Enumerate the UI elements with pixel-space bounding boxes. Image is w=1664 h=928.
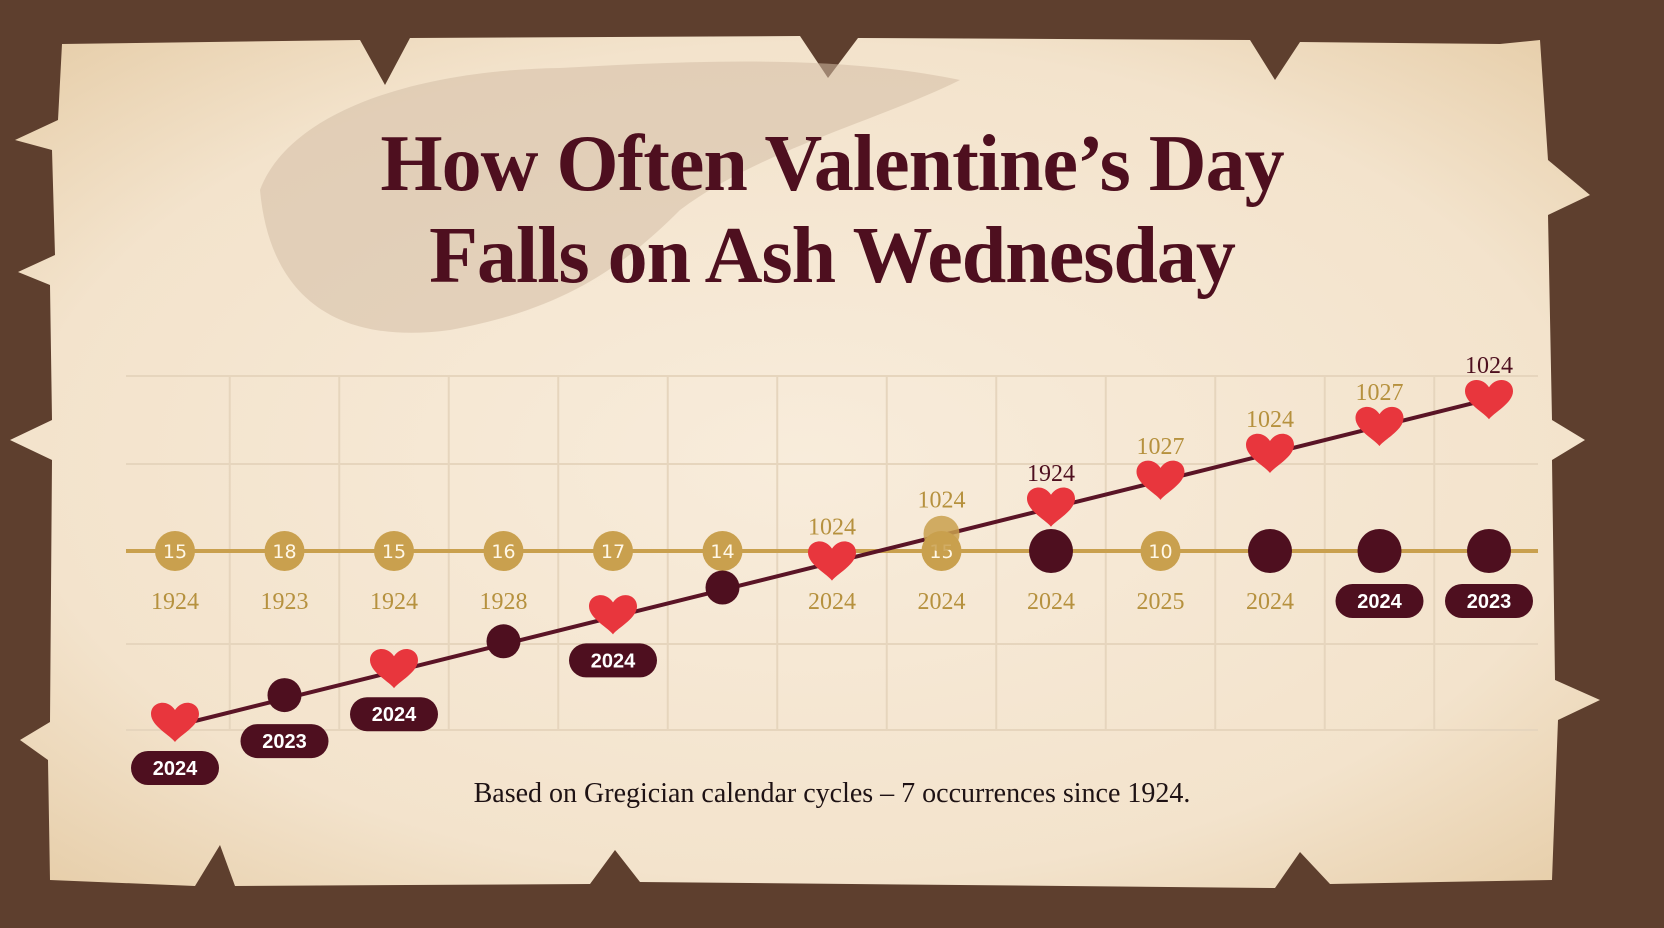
rising-year-label: 1027 [1137,434,1185,460]
heart-marker [1027,487,1075,527]
heart-marker [370,648,418,689]
rising-year-pill: 2023 [240,724,329,759]
axis-dot [1467,529,1511,573]
coin-disc [593,531,633,571]
rising-dot [705,570,740,605]
axis-coin: 10 [1140,531,1181,571]
rising-year-pill: 2024 [350,697,438,732]
heart-marker [1136,460,1185,500]
coin-disc [1140,531,1181,571]
coin-value: 15 [163,541,187,563]
rising-dot [267,678,302,713]
rising-year-label: 1024 [1246,407,1294,433]
chart-title: How Often Valentine’s Day Falls on Ash W… [0,118,1664,302]
pill-bg [1445,584,1533,618]
heart-marker [589,595,637,635]
coin-value: 18 [272,541,296,563]
pill-bg [569,643,657,678]
rising-year-label: 1924 [1027,461,1075,487]
axis-coin: 18 [264,531,305,571]
rising-year-label: 1027 [1356,380,1404,406]
rising-coin [923,515,960,552]
axis-year-label: 1924 [151,589,199,615]
coin-disc [702,531,743,571]
rising-year-label: 1024 [808,515,856,541]
rising-year-pill: 2024 [131,751,219,785]
chart-marks: 15 1924 2024 18 1923 2023 15 1924 2024 16 1928 17 20… [131,353,1533,785]
rising-year-pill: 2024 [569,643,657,678]
coin-disc [264,531,305,571]
rising-year-label: 1024 [1465,353,1513,379]
heart-marker [808,541,856,581]
axis-year-label: 2025 [1137,589,1185,615]
axis-year-pill: 2024 [1335,584,1424,618]
coin-value: 16 [491,541,515,563]
axis-year-label: 1924 [370,589,418,615]
brush-smudge [260,61,960,333]
coin-value: 10 [1148,541,1172,563]
pill-text: 2024 [153,758,198,780]
heart-marker [151,702,199,742]
axis-coin: 15 [155,531,195,571]
pill-text: 2024 [1357,591,1402,613]
coin-value: 14 [710,541,734,563]
pill-bg [350,697,438,732]
axis-year-label: 1923 [261,589,309,615]
axis-year-label: 2024 [918,589,966,615]
axis-year-label: 2024 [808,589,856,615]
rising-year-label: 1024 [918,488,966,514]
title-line-2: Falls on Ash Wednesday [429,212,1236,300]
pill-text: 2023 [262,731,307,753]
pill-bg [131,751,219,785]
axis-year-pill: 2023 [1445,584,1533,618]
axis-coin: 14 [702,531,743,571]
footnote: Based on Gregician calendar cycles – 7 o… [473,778,1191,809]
axis-dot [1357,529,1402,573]
axis-year-label: 2024 [1027,589,1075,615]
pill-bg [240,724,329,759]
coin-disc [483,531,524,571]
axis-coin: 17 [593,531,633,571]
axis-dot [1248,529,1292,573]
coin-disc [374,531,414,571]
coin-value: 17 [601,541,625,563]
axis-dot [1029,529,1073,573]
heart-marker [1465,379,1513,420]
coin-value: 15 [382,541,406,563]
axis-coin: 16 [483,531,524,571]
pill-bg [1335,584,1424,618]
rising-dot [486,624,521,659]
axis-coin: 15 [374,531,414,571]
heart-marker [1355,406,1404,447]
axis-year-label: 2024 [1246,589,1294,615]
pill-text: 2024 [372,704,417,726]
pill-text: 2024 [591,650,636,672]
coin-disc [155,531,195,571]
title-line-1: How Often Valentine’s Day [380,120,1284,208]
pill-text: 2023 [1467,591,1512,613]
heart-marker [1246,433,1294,473]
axis-year-label: 1928 [480,589,528,615]
